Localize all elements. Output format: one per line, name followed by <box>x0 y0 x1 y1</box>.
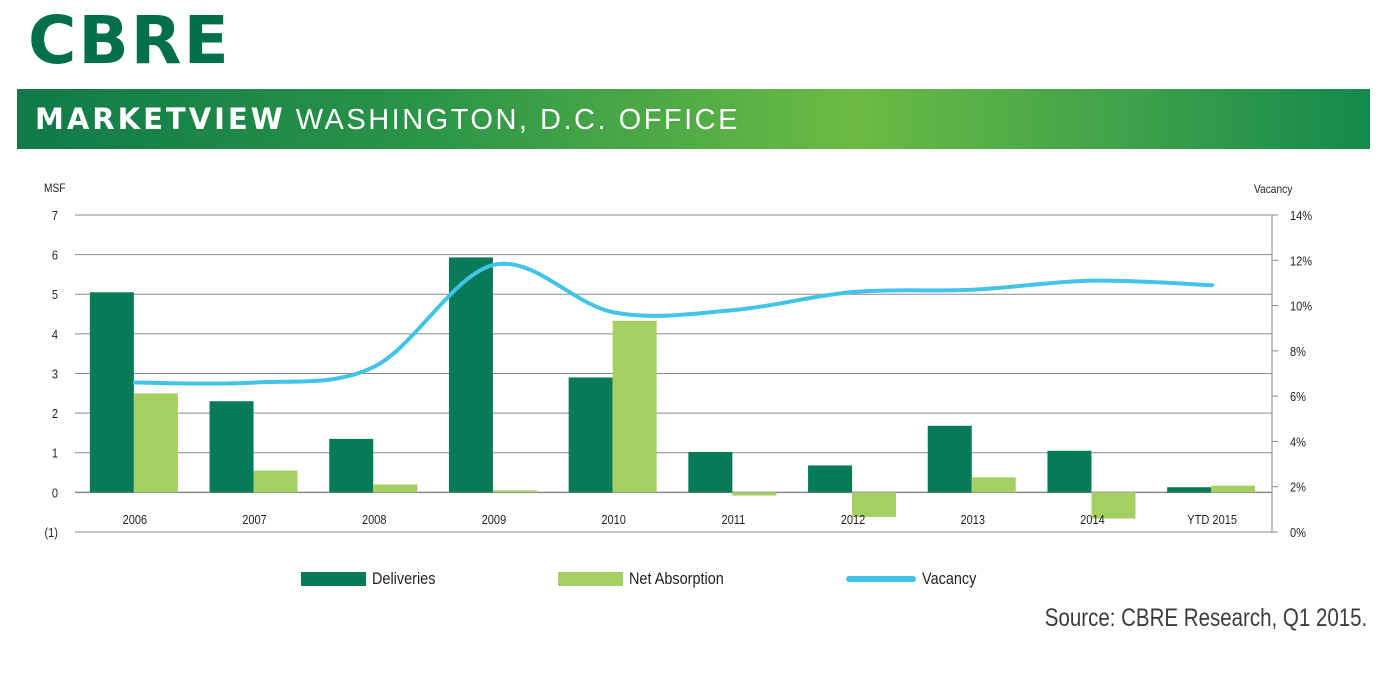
category-label: 2008 <box>362 512 387 527</box>
cbre-logo: CBRE <box>28 2 231 79</box>
right-tick-label: 8% <box>1290 344 1306 359</box>
left-tick-label: 5 <box>52 287 58 302</box>
legend-deliveries: Deliveries <box>301 567 447 591</box>
legend-vacancy-swatch <box>846 576 916 582</box>
category-label: 2011 <box>721 512 745 527</box>
bar-deliveries <box>1047 450 1092 493</box>
legend-vacancy: Vacancy <box>846 567 986 591</box>
category-label: 2006 <box>123 512 148 527</box>
category-label: 2012 <box>841 512 866 527</box>
category-label: 2009 <box>482 512 507 527</box>
bar-net-absorption <box>971 477 1016 493</box>
bar-deliveries <box>89 292 134 493</box>
left-tick-label: 2 <box>52 406 58 421</box>
left-tick-label: 6 <box>52 248 58 263</box>
right-axis-title: Vacancy <box>1254 183 1293 196</box>
bar-deliveries <box>209 401 254 493</box>
bar-net-absorption <box>612 320 657 493</box>
right-tick-label: 4% <box>1290 435 1306 450</box>
bar-net-absorption <box>1211 485 1256 493</box>
bar-net-absorption <box>133 393 178 493</box>
left-tick-label: 1 <box>52 446 58 461</box>
category-label: YTD 2015 <box>1187 512 1237 527</box>
bar-deliveries <box>688 451 733 493</box>
bar-net-absorption <box>253 470 298 493</box>
banner-title-bold: MARKETVIEW <box>35 102 286 136</box>
category-label: 2007 <box>242 512 267 527</box>
left-tick-label: (1) <box>45 525 58 540</box>
right-tick-label: 6% <box>1290 389 1306 404</box>
category-label: 2013 <box>960 512 985 527</box>
bar-deliveries <box>568 377 613 493</box>
banner-title-light: WASHINGTON, D.C. OFFICE <box>295 104 740 136</box>
left-tick-label: 0 <box>52 486 58 501</box>
bar-deliveries <box>808 465 853 493</box>
right-tick-label: 2% <box>1290 480 1306 495</box>
header-banner: MARKETVIEW WASHINGTON, D.C. OFFICE <box>17 89 1370 149</box>
bar-net-absorption <box>492 490 537 493</box>
right-tick-label: 10% <box>1290 299 1312 314</box>
category-label: 2014 <box>1080 512 1105 527</box>
bar-net-absorption <box>732 492 777 496</box>
combo-chart: 0% 2% 4% 6% 8% 10% 12% 14% (1) 0 1 2 3 4 5 6 7 MSF Vacancy… <box>44 182 1312 540</box>
right-tick-label: 0% <box>1290 525 1306 540</box>
bar-deliveries <box>329 438 374 493</box>
left-tick-label: 7 <box>52 208 58 223</box>
bar-deliveries <box>1167 487 1212 493</box>
vacancy-line <box>132 261 1215 386</box>
source-note: Source: CBRE Research, Q1 2015. <box>1044 604 1367 632</box>
bar-net-absorption <box>1091 492 1136 519</box>
right-tick-label: 14% <box>1290 208 1312 223</box>
legend-net-absorption-label: Net Absorption <box>629 569 724 588</box>
bar-net-absorption <box>373 484 418 493</box>
legend-net-absorption-swatch <box>558 572 623 586</box>
bar-deliveries <box>448 257 493 493</box>
category-label: 2010 <box>601 512 626 527</box>
legend-deliveries-swatch <box>301 572 366 586</box>
legend-net-absorption: Net Absorption <box>558 567 741 591</box>
legend-deliveries-label: Deliveries <box>372 569 436 588</box>
left-tick-label: 4 <box>52 327 58 342</box>
bar-deliveries <box>927 425 972 493</box>
bar-net-absorption <box>852 492 897 517</box>
left-axis-title: MSF <box>44 182 66 195</box>
banner-title: MARKETVIEW WASHINGTON, D.C. OFFICE <box>35 101 740 138</box>
right-tick-label: 12% <box>1290 253 1312 268</box>
legend-vacancy-label: Vacancy <box>922 569 977 588</box>
left-tick-label: 3 <box>52 367 58 382</box>
